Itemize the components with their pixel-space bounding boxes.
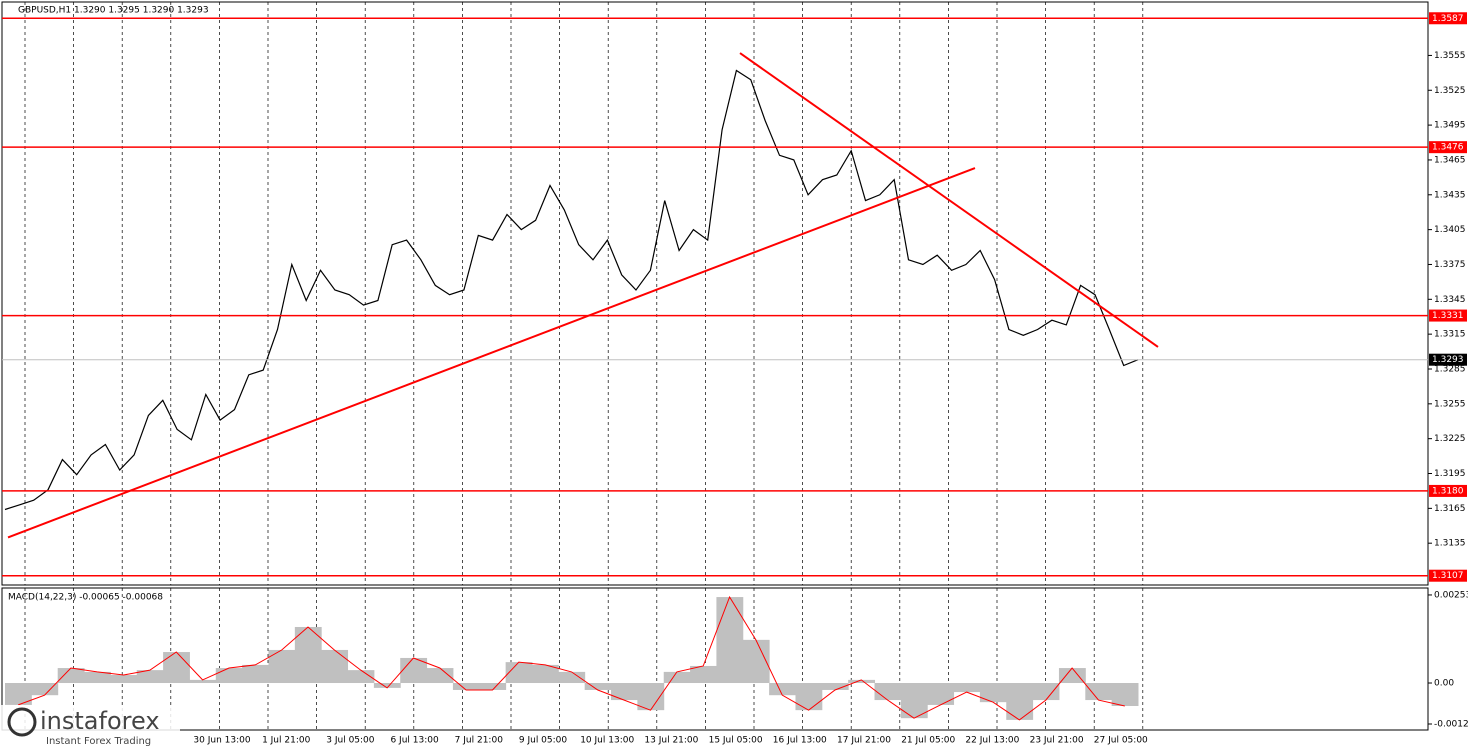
- y-tick-label: 1.3135: [1434, 539, 1466, 549]
- y-tick-label: 1.3375: [1434, 260, 1466, 270]
- x-tick-label: 21 Jul 05:00: [901, 736, 955, 746]
- logo-icon: [7, 707, 37, 737]
- macd-bar: [1058, 668, 1086, 684]
- y-tick-label: 1.3165: [1434, 504, 1466, 514]
- macd-bar: [84, 671, 111, 684]
- macd-bar: [163, 652, 190, 684]
- level-tag: [1429, 569, 1467, 582]
- logo: instaforex Instant Forex Trading: [0, 705, 180, 750]
- level-label: 1.3180: [1432, 486, 1464, 496]
- y-tick-label: 0.00: [1434, 679, 1454, 689]
- macd-bar: [321, 649, 349, 684]
- macd-bar: [690, 665, 717, 684]
- level-tag: [1429, 141, 1467, 154]
- macd-bar: [927, 683, 955, 705]
- macd-bar: [611, 683, 638, 701]
- macd-bar: [1032, 683, 1060, 701]
- macd-bar: [716, 597, 744, 684]
- macd-bar: [136, 670, 164, 684]
- macd-bar: [294, 626, 322, 684]
- y-tick-label: 1.3255: [1434, 399, 1466, 409]
- signal-line: [18, 595, 1125, 721]
- price-line: [4, 69, 1139, 511]
- y-tick-label: 1.3465: [1434, 155, 1466, 165]
- macd-title: MACD(14,22,3) -0.00065 -0.00068: [8, 593, 163, 603]
- macd-bar: [479, 683, 507, 690]
- x-tick-label: 10 Jul 13:00: [580, 736, 634, 746]
- x-tick-label: 17 Jul 21:00: [837, 736, 891, 746]
- y-tick-label: 1.3555: [1434, 51, 1466, 61]
- y-tick-label: 1.3435: [1434, 190, 1466, 200]
- x-tick-label: 6 Jul 13:00: [390, 736, 439, 746]
- last-price-tag: [1429, 353, 1467, 366]
- level-tag: [1429, 484, 1467, 497]
- macd-panel: [1, 587, 1429, 731]
- trend-line: [7, 167, 976, 539]
- level-label: 1.3476: [1432, 143, 1464, 153]
- x-tick-label: 16 Jul 13:00: [773, 736, 827, 746]
- y-tick-label: 1.3195: [1434, 469, 1466, 479]
- macd-bar: [1085, 683, 1113, 701]
- macd-bar: [769, 683, 796, 696]
- x-tick-label: 30 Jun 13:00: [193, 736, 250, 746]
- last-price-label: 1.3293: [1432, 355, 1464, 365]
- macd-bar: [189, 679, 217, 684]
- macd-bar: [505, 662, 533, 684]
- y-tick-label: -0.00122: [1434, 720, 1468, 730]
- x-tick-label: 7 Jul 21:00: [455, 736, 504, 746]
- level-label: 1.3587: [1432, 14, 1464, 24]
- y-tick-label: 1.3225: [1434, 434, 1466, 444]
- macd-bar: [110, 675, 138, 684]
- y-tick-label: 1.3525: [1434, 86, 1466, 96]
- macd-bar: [1111, 683, 1139, 706]
- macd-bar: [742, 639, 770, 684]
- y-tick-label: 1.3345: [1434, 295, 1466, 305]
- level-label: 1.3331: [1432, 311, 1464, 321]
- trend-line: [739, 52, 1159, 348]
- macd-bar: [400, 657, 428, 684]
- y-tick-label: 1.3405: [1434, 225, 1466, 235]
- x-tick-label: 1 Jul 21:00: [262, 736, 311, 746]
- macd-bar: [347, 670, 375, 684]
- y-tick-label: 1.3315: [1434, 330, 1466, 340]
- macd-bar: [426, 668, 454, 684]
- y-tick-label: 0.00253: [1434, 590, 1468, 600]
- x-tick-label: 9 Jul 05:00: [519, 736, 568, 746]
- x-tick-label: 13 Jul 21:00: [644, 736, 698, 746]
- day-separators: [24, 2, 1144, 730]
- chart-title: GBPUSD,H1 1.3290 1.3295 1.3290 1.3293: [18, 6, 209, 16]
- macd-bar: [452, 683, 480, 690]
- macd-bar: [848, 679, 876, 684]
- macd-bar: [31, 683, 59, 696]
- x-tick-label: 3 Jul 05:00: [326, 736, 375, 746]
- y-tick-label: 1.3285: [1434, 364, 1466, 374]
- x-tick-label: 15 Jul 05:00: [709, 736, 763, 746]
- macd-bar: [979, 683, 1007, 703]
- macd-bar: [373, 683, 401, 688]
- x-tick-label: 27 Jul 05:00: [1094, 736, 1148, 746]
- x-tick-label: 23 Jul 21:00: [1030, 736, 1084, 746]
- logo-brand: instaforex: [40, 707, 160, 735]
- macd-bar: [584, 683, 612, 690]
- logo-tagline: Instant Forex Trading: [46, 736, 151, 747]
- macd-bar: [531, 664, 559, 684]
- macd-bar: [795, 683, 823, 711]
- y-tick-label: 1.3495: [1434, 121, 1466, 131]
- macd-bar: [874, 683, 902, 701]
- macd-bar: [558, 671, 586, 684]
- macd-bar: [663, 671, 691, 684]
- macd-bar: [242, 664, 269, 684]
- macd-bar: [1006, 683, 1034, 720]
- macd-bar: [953, 683, 981, 693]
- level-tag: [1429, 12, 1467, 25]
- macd-bar: [821, 683, 849, 690]
- macd-bar: [215, 668, 243, 684]
- macd-bar: [57, 668, 85, 684]
- price-panel: [1, 1, 1429, 586]
- level-tag: [1429, 309, 1467, 322]
- macd-bar: [5, 683, 32, 705]
- level-label: 1.3107: [1432, 571, 1464, 581]
- x-tick-label: 22 Jul 13:00: [965, 736, 1019, 746]
